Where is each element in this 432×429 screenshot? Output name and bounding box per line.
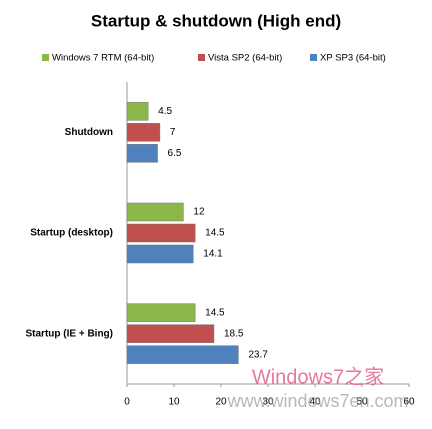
legend-label: Vista SP2 (64-bit) bbox=[208, 53, 282, 64]
legend-swatch bbox=[310, 54, 317, 61]
watermark: Windows7之家 bbox=[252, 365, 384, 388]
x-tick-label: 30 bbox=[262, 397, 274, 408]
bar bbox=[126, 324, 215, 343]
bar bbox=[126, 303, 196, 322]
y-tick-label: Shutdown bbox=[65, 127, 113, 138]
chart-title: Startup & shutdown (High end) bbox=[91, 11, 341, 30]
x-tick-label: 10 bbox=[168, 397, 180, 408]
y-tick-label: Startup (IE + Bing) bbox=[26, 328, 114, 339]
x-tick-label: 0 bbox=[124, 397, 130, 408]
y-tick-label: Startup (desktop) bbox=[30, 228, 113, 239]
bar bbox=[126, 144, 158, 163]
legend-label: XP SP3 (64-bit) bbox=[320, 53, 386, 64]
x-tick-label: 50 bbox=[356, 397, 368, 408]
legend-swatch bbox=[198, 54, 205, 61]
watermark: www.windows7en.com bbox=[226, 391, 408, 411]
value-label: 14.5 bbox=[205, 307, 225, 318]
bar bbox=[126, 244, 194, 264]
value-label: 7 bbox=[170, 127, 176, 138]
value-label: 23.7 bbox=[248, 349, 268, 360]
x-tick-label: 20 bbox=[215, 397, 227, 408]
value-label: 14.1 bbox=[203, 249, 223, 260]
legend-swatch bbox=[42, 54, 49, 61]
value-label: 12 bbox=[193, 207, 205, 218]
bar bbox=[126, 345, 239, 364]
bar bbox=[126, 223, 196, 243]
value-label: 14.5 bbox=[205, 228, 225, 239]
value-label: 18.5 bbox=[224, 328, 244, 339]
value-label: 6.5 bbox=[168, 148, 182, 159]
x-tick-label: 60 bbox=[403, 397, 415, 408]
legend-label: Windows 7 RTM (64-bit) bbox=[52, 53, 154, 64]
bar bbox=[126, 202, 184, 222]
x-tick-label: 40 bbox=[309, 397, 321, 408]
bar bbox=[126, 123, 161, 142]
bar bbox=[126, 102, 149, 121]
value-label: 4.5 bbox=[158, 106, 172, 117]
